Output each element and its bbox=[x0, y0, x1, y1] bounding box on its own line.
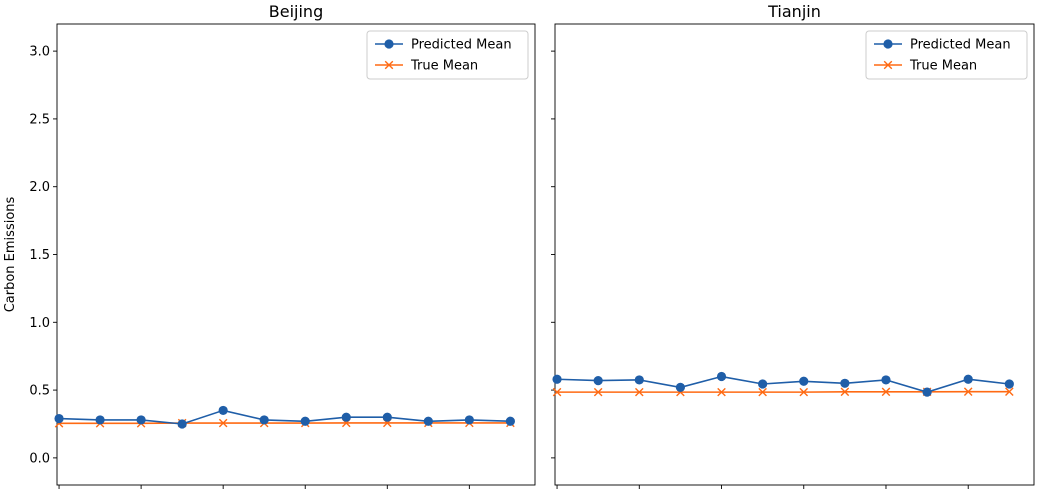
legend-label: True Mean bbox=[410, 59, 478, 74]
data-point-true-mean bbox=[840, 387, 850, 397]
data-point-true-mean bbox=[758, 387, 767, 397]
y-tick-label: 3.0 bbox=[29, 45, 50, 60]
panel-title: Tianjin bbox=[767, 2, 821, 21]
data-point-true-mean bbox=[881, 387, 891, 397]
legend-box bbox=[366, 30, 529, 80]
data-point-predicted-mean bbox=[218, 405, 228, 416]
data-point-true-mean bbox=[799, 387, 809, 397]
data-point-true-mean bbox=[634, 387, 644, 397]
y-tick-label: 2.0 bbox=[29, 180, 50, 195]
x-marker-stroke bbox=[758, 387, 767, 397]
data-point-predicted-mean bbox=[136, 415, 146, 425]
x-marker-stroke bbox=[717, 387, 726, 397]
plot-frame bbox=[554, 23, 1035, 486]
x-marker-stroke bbox=[963, 387, 973, 397]
legend-box bbox=[865, 30, 1028, 80]
data-point-true-mean bbox=[1005, 387, 1014, 397]
data-point-predicted-mean bbox=[177, 419, 187, 429]
legend-marker-circle bbox=[384, 39, 394, 49]
y-tick-label: 0.5 bbox=[29, 384, 50, 399]
data-point-predicted-mean bbox=[54, 413, 64, 424]
data-point-true-mean bbox=[593, 387, 603, 397]
y-tick-label: 2.5 bbox=[29, 112, 50, 127]
data-point-predicted-mean bbox=[716, 371, 727, 382]
x-marker-stroke bbox=[881, 387, 891, 397]
data-point-predicted-mean bbox=[799, 376, 809, 386]
series-line-predicted-mean bbox=[59, 409, 511, 425]
data-point-predicted-mean bbox=[95, 415, 105, 425]
data-point-predicted-mean bbox=[300, 416, 310, 426]
legend-label: Predicted Mean bbox=[411, 38, 512, 53]
legend-label: True Mean bbox=[909, 59, 977, 74]
data-point-predicted-mean bbox=[341, 412, 351, 422]
x-marker-stroke bbox=[634, 387, 644, 397]
data-point-predicted-mean bbox=[881, 375, 891, 385]
legend: Predicted Mean True Mean bbox=[865, 30, 1028, 80]
x-marker-stroke bbox=[799, 387, 809, 397]
y-axis-label: Carbon Emissions bbox=[3, 196, 18, 312]
y-tick-label: 1.0 bbox=[29, 316, 50, 331]
data-point-predicted-mean bbox=[552, 374, 562, 384]
series-line-predicted-mean bbox=[557, 375, 1010, 393]
data-point-true-mean bbox=[552, 387, 562, 397]
data-point-predicted-mean bbox=[1004, 379, 1014, 389]
panel-title: Beijing bbox=[269, 2, 323, 21]
data-point-predicted-mean bbox=[505, 416, 515, 426]
plot-frame bbox=[56, 23, 536, 486]
x-marker-stroke bbox=[593, 387, 603, 397]
data-point-predicted-mean bbox=[758, 379, 768, 389]
legend-marker-x bbox=[883, 60, 893, 70]
data-point-true-mean bbox=[963, 387, 973, 397]
data-point-true-mean bbox=[717, 387, 726, 397]
legend-marker-circle bbox=[883, 39, 893, 49]
legend-marker-x bbox=[384, 60, 394, 70]
x-marker-stroke bbox=[552, 387, 562, 397]
panel-tianjin: Tianjin Predicted Mean True Mean bbox=[551, 2, 1035, 489]
data-point-predicted-mean bbox=[423, 416, 433, 426]
data-point-predicted-mean bbox=[593, 375, 603, 386]
data-point-predicted-mean bbox=[382, 412, 392, 422]
x-marker-stroke bbox=[1005, 387, 1014, 397]
panel-beijing: Beijing 0.0 0.5 1.0 1.5 2.0 2.5 3.0 Predicted Me… bbox=[29, 2, 536, 489]
data-point-predicted-mean bbox=[634, 375, 644, 385]
data-point-predicted-mean bbox=[963, 374, 973, 384]
data-point-predicted-mean bbox=[259, 415, 269, 425]
legend-label: Predicted Mean bbox=[910, 38, 1011, 53]
data-point-predicted-mean bbox=[675, 382, 686, 392]
y-tick-label: 0.0 bbox=[29, 451, 50, 466]
data-point-predicted-mean bbox=[840, 378, 850, 388]
x-marker-stroke bbox=[840, 387, 850, 397]
x-marker-stroke bbox=[218, 418, 228, 428]
y-tick-label: 1.5 bbox=[29, 248, 50, 263]
data-point-true-mean bbox=[218, 418, 228, 428]
legend: Predicted Mean True Mean bbox=[366, 30, 529, 80]
data-point-predicted-mean bbox=[464, 415, 474, 425]
data-point-predicted-mean bbox=[922, 387, 932, 397]
